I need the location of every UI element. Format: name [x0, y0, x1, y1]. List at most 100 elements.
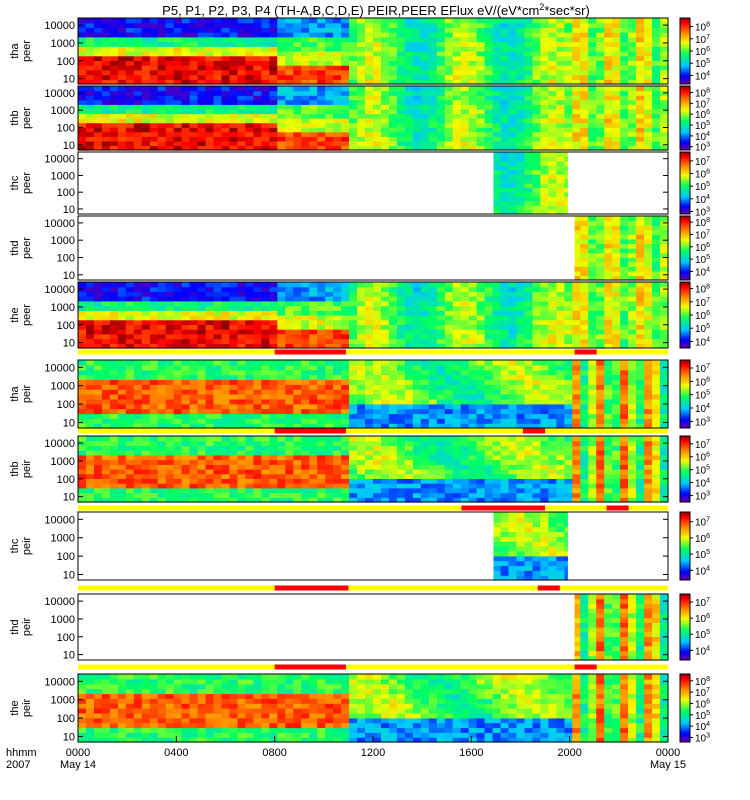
- spectrogram-cell: [596, 220, 605, 226]
- spectrogram-cell: [596, 41, 605, 47]
- spectrogram-cell: [612, 389, 621, 395]
- spectrogram-cell: [245, 65, 254, 71]
- spectrogram-cell: [93, 369, 103, 376]
- spectrogram-cell: [109, 95, 119, 101]
- spectrogram-cell: [269, 473, 278, 479]
- spectrogram-cell: [524, 209, 534, 215]
- spectrogram-cell: [157, 79, 167, 85]
- spectrogram-cell: [309, 286, 318, 292]
- spectrogram-cell: [652, 329, 661, 335]
- spectrogram-cell: [325, 282, 334, 288]
- spectrogram-cell: [508, 403, 518, 410]
- spectrogram-cell: [365, 36, 374, 43]
- spectrogram-cell: [125, 145, 135, 151]
- colorbar-tick-label: 107: [695, 34, 710, 46]
- spectrogram-cell: [388, 360, 398, 366]
- spectrogram-cell: [93, 140, 103, 147]
- spectrogram-cell: [133, 41, 143, 47]
- spectrogram-cell: [436, 131, 446, 137]
- spectrogram-cell: [572, 398, 581, 405]
- spectrogram-cell: [253, 369, 262, 376]
- spectrogram-cell: [253, 60, 262, 66]
- spectrogram-cell: [253, 343, 262, 349]
- spectrogram-cell: [277, 360, 286, 366]
- spectrogram-cell: [556, 32, 565, 38]
- spectrogram-cell: [381, 423, 390, 429]
- spectrogram-cell: [564, 69, 573, 76]
- spectrogram-cell: [285, 483, 294, 489]
- spectrogram-cell: [460, 343, 470, 349]
- spectrogram-cell: [476, 403, 486, 410]
- spectrogram-cell: [86, 36, 95, 43]
- spectrogram-cell: [428, 343, 438, 349]
- spectrogram-cell: [317, 69, 326, 76]
- spectrogram-cell: [269, 408, 278, 415]
- spectrogram-cell: [476, 74, 486, 80]
- spectrogram-cell: [157, 440, 167, 446]
- spectrogram-cell: [237, 423, 247, 429]
- spectrogram-cell: [181, 282, 191, 288]
- spectrogram-cell: [660, 118, 669, 124]
- spectrogram-cell: [213, 418, 223, 424]
- spectrogram-cell: [452, 394, 462, 400]
- spectrogram-cell: [277, 122, 286, 128]
- spectrogram-cell: [117, 65, 127, 71]
- spectrogram-cell: [532, 338, 542, 344]
- spectrogram-cell: [373, 60, 382, 66]
- spectrogram-cell: [277, 343, 286, 349]
- spectrogram-cell: [141, 22, 151, 28]
- spectrogram-cell: [101, 497, 111, 503]
- spectrogram-cell: [508, 152, 518, 157]
- spectrogram-cell: [500, 104, 510, 110]
- spectrogram-cell: [253, 389, 262, 395]
- spectrogram-cell: [117, 454, 127, 461]
- spectrogram-cell: [381, 282, 390, 288]
- spectrogram-cell: [628, 86, 637, 92]
- spectrogram-cell: [644, 403, 653, 410]
- spectrogram-cell: [341, 296, 350, 302]
- spectrogram-cell: [381, 300, 390, 307]
- spectrogram-cell: [357, 413, 366, 419]
- spectrogram-cell: [460, 118, 470, 124]
- spectrogram-cell: [133, 459, 143, 465]
- spectrogram-cell: [652, 225, 661, 231]
- spectrogram-cell: [580, 364, 589, 371]
- spectrogram-cell: [420, 403, 430, 410]
- spectrogram-cell: [133, 46, 143, 52]
- spectrogram-cell: [78, 69, 87, 76]
- spectrogram-cell: [173, 310, 183, 316]
- spectrogram-cell: [436, 32, 446, 38]
- spectrogram-cell: [620, 257, 629, 263]
- spectrogram-cell: [532, 79, 542, 85]
- spectrogram-cell: [476, 305, 486, 311]
- spectrogram-cell: [165, 450, 175, 456]
- spectrogram-cell: [524, 99, 534, 105]
- spectrogram-cell: [404, 95, 414, 101]
- spectrogram-cell: [349, 27, 358, 33]
- spectrogram-cell: [388, 418, 398, 424]
- spectrogram-cell: [261, 403, 270, 410]
- spectrogram-cell: [556, 282, 565, 288]
- spectrogram-cell: [516, 324, 526, 330]
- spectrogram-cell: [86, 315, 95, 321]
- spectrogram-cell: [460, 46, 470, 52]
- spectrogram-cell: [101, 436, 111, 442]
- spectrogram-cell: [580, 384, 589, 390]
- spectrogram-cell: [468, 384, 478, 390]
- spectrogram-cell: [644, 55, 653, 61]
- spectrogram-cell: [157, 65, 167, 71]
- spectrogram-cell: [333, 423, 342, 429]
- spectrogram-cell: [436, 118, 446, 124]
- spectrogram-cell: [452, 145, 462, 151]
- spectrogram-cell: [181, 436, 191, 442]
- spectrogram-cell: [484, 333, 494, 340]
- spectrogram-cell: [652, 374, 661, 381]
- spectrogram-cell: [428, 127, 438, 133]
- spectrogram-cell: [388, 145, 398, 151]
- spectrogram-cell: [468, 122, 478, 128]
- spectrogram-cell: [149, 99, 159, 105]
- spectrogram-cell: [548, 300, 557, 307]
- spectrogram-cell: [652, 60, 661, 66]
- spectrogram-cell: [141, 113, 151, 119]
- spectrogram-cell: [444, 360, 454, 366]
